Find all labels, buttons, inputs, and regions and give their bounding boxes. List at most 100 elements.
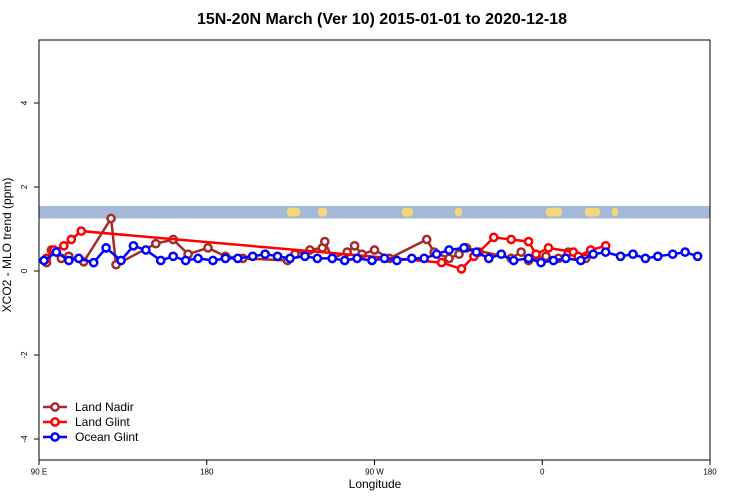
y-tick-label-0: -4	[20, 435, 29, 443]
x-tick-label-3: 0	[540, 468, 545, 477]
series-0-point-27	[454, 249, 464, 260]
series-2-point-29	[419, 253, 430, 264]
legend-marker-0	[50, 402, 60, 412]
series-0-point-7	[150, 238, 161, 249]
series-0-point-30	[516, 247, 526, 257]
series-2-point-20	[300, 251, 310, 262]
land-patch-0	[287, 207, 300, 217]
legend-label-1: Land Glint	[75, 415, 130, 429]
series-2-point-24	[352, 253, 362, 264]
series-1-point-13	[543, 243, 554, 253]
x-tick-label-4: 180	[703, 468, 717, 477]
series-0-point-20	[349, 240, 360, 251]
series-2-point-4	[88, 257, 99, 268]
series-2-point-11	[180, 255, 191, 266]
series-2-point-23	[339, 255, 350, 266]
series-2-point-30	[431, 249, 442, 260]
series-2-point-0	[39, 255, 49, 266]
series-2-point-14	[220, 253, 231, 264]
series-2-point-26	[379, 253, 390, 264]
series-2-point-28	[406, 253, 417, 264]
series-2-point-21	[312, 253, 323, 264]
series-2-point-18	[272, 251, 283, 262]
y-tick-label-2: 0	[20, 268, 29, 273]
series-2-point-40	[561, 253, 571, 264]
series-2-point-38	[536, 257, 546, 268]
series-2-point-5	[101, 243, 111, 253]
series-2-point-44	[615, 251, 626, 262]
series-2-point-27	[392, 255, 402, 266]
x-tick-label-0: 90 E	[31, 468, 47, 477]
y-tick-label-4: 4	[20, 100, 29, 105]
series-0-point-5	[106, 213, 116, 224]
series-2-point-9	[155, 255, 166, 266]
series-1-point-9	[488, 232, 499, 243]
y-axis-label: XCO2 - MLO trend (ppm)	[0, 178, 14, 313]
series-1-point-6	[456, 264, 467, 274]
series-2-point-47	[652, 251, 663, 262]
land-patch-6	[612, 207, 618, 217]
series-2-point-13	[208, 255, 218, 266]
series-2-point-1	[51, 247, 62, 257]
series-2-point-22	[327, 253, 338, 264]
y-tick-label-3: 2	[20, 184, 29, 189]
series-2-point-33	[471, 247, 482, 257]
series-2-point-45	[628, 249, 638, 260]
series-2-point-35	[496, 249, 507, 260]
series-2-point-31	[444, 245, 454, 255]
series-2-point-2	[63, 255, 74, 266]
series-2-point-48	[667, 249, 678, 260]
series-2-point-32	[459, 243, 469, 253]
chart-title: 15N-20N March (Ver 10) 2015-01-01 to 202…	[197, 11, 567, 28]
land-patch-5	[585, 207, 600, 217]
series-1-point-11	[523, 236, 534, 247]
legend-marker-1	[50, 417, 60, 427]
series-2-point-39	[548, 255, 559, 266]
land-patch-4	[546, 207, 562, 217]
series-2-point-7	[128, 240, 139, 251]
series-2-point-16	[247, 251, 258, 262]
series-2-point-46	[640, 253, 651, 264]
y-tick-label-1: -2	[20, 351, 29, 359]
legend-marker-2	[50, 432, 60, 442]
land-patch-3	[455, 207, 462, 217]
series-1-point-4	[76, 226, 87, 236]
series-2-point-36	[508, 255, 519, 266]
series-0-point-22	[369, 245, 380, 255]
legend-label-2: Ocean Glint	[75, 430, 139, 444]
series-2-point-50	[692, 251, 703, 262]
series-1-point-2	[59, 240, 69, 251]
series-2-point-3	[73, 253, 84, 264]
series-1-point-3	[66, 234, 77, 245]
x-axis-label: Longitude	[349, 477, 402, 491]
x-tick-label-2: 90 W	[365, 468, 384, 477]
series-2-point-6	[116, 255, 126, 266]
ocean-band	[39, 205, 710, 219]
series-0-point-26	[444, 253, 454, 264]
plot-area: -4 -2 0 2 4 90 E 180 90 W 0 180	[20, 39, 717, 477]
series-0-point-17	[319, 236, 330, 247]
series-2-point-34	[483, 253, 494, 264]
series-2-point-37	[523, 253, 534, 264]
series-2-point-12	[193, 253, 203, 264]
x-tick-label-1: 180	[200, 468, 214, 477]
series-1-point-10	[506, 234, 517, 245]
series-2-point-49	[680, 247, 690, 257]
series-0-point-32	[541, 251, 551, 262]
series-2-point-42	[588, 249, 599, 260]
series-0-point-24	[421, 234, 432, 245]
land-patch-2	[402, 207, 413, 217]
legend-label-0: Land Nadir	[75, 400, 134, 414]
series-2-point-15	[232, 253, 243, 264]
series-2-point-41	[575, 255, 586, 266]
series-2-point-17	[260, 249, 271, 260]
series-2-point-8	[141, 245, 151, 255]
series-2-point-10	[168, 251, 179, 262]
series-2-point-43	[600, 247, 611, 257]
series-1-point-5	[436, 257, 447, 268]
series-1-point-12	[531, 249, 541, 260]
series-2-point-19	[285, 253, 295, 264]
land-patch-1	[318, 207, 327, 217]
